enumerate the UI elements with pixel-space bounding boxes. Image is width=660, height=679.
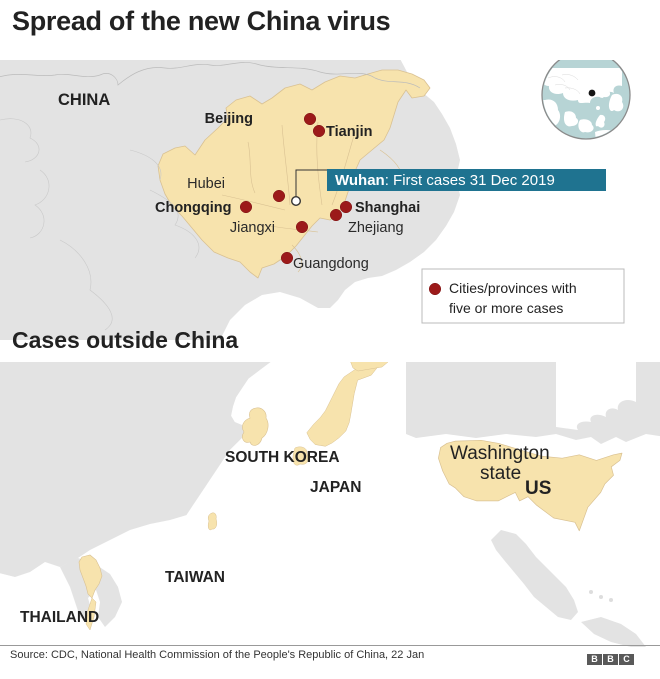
svg-text:THAILAND: THAILAND — [20, 609, 99, 626]
svg-text:Washington: Washington — [450, 443, 550, 464]
svg-text:SOUTH KOREA: SOUTH KOREA — [225, 449, 340, 466]
svg-text:US: US — [525, 478, 551, 499]
svg-text:Jiangxi: Jiangxi — [230, 220, 275, 236]
svg-text:five or more cases: five or more cases — [449, 300, 563, 316]
svg-text:Hubei: Hubei — [187, 176, 225, 192]
svg-text:Chongqing: Chongqing — [155, 200, 232, 216]
svg-text:Zhejiang: Zhejiang — [348, 220, 404, 236]
svg-text:Wuhan: First cases 31 Dec 2019: Wuhan: First cases 31 Dec 2019 — [335, 172, 555, 189]
svg-text:Shanghai: Shanghai — [355, 200, 420, 216]
svg-text:state: state — [480, 463, 521, 484]
svg-text:JAPAN: JAPAN — [310, 479, 361, 496]
svg-text:TAIWAN: TAIWAN — [165, 569, 225, 586]
svg-text:Cities/provinces with: Cities/provinces with — [449, 280, 577, 296]
svg-text:Tianjin: Tianjin — [326, 124, 372, 140]
svg-text:Guangdong: Guangdong — [293, 256, 369, 272]
svg-text:CHINA: CHINA — [58, 91, 110, 109]
svg-text:Beijing: Beijing — [205, 111, 253, 127]
